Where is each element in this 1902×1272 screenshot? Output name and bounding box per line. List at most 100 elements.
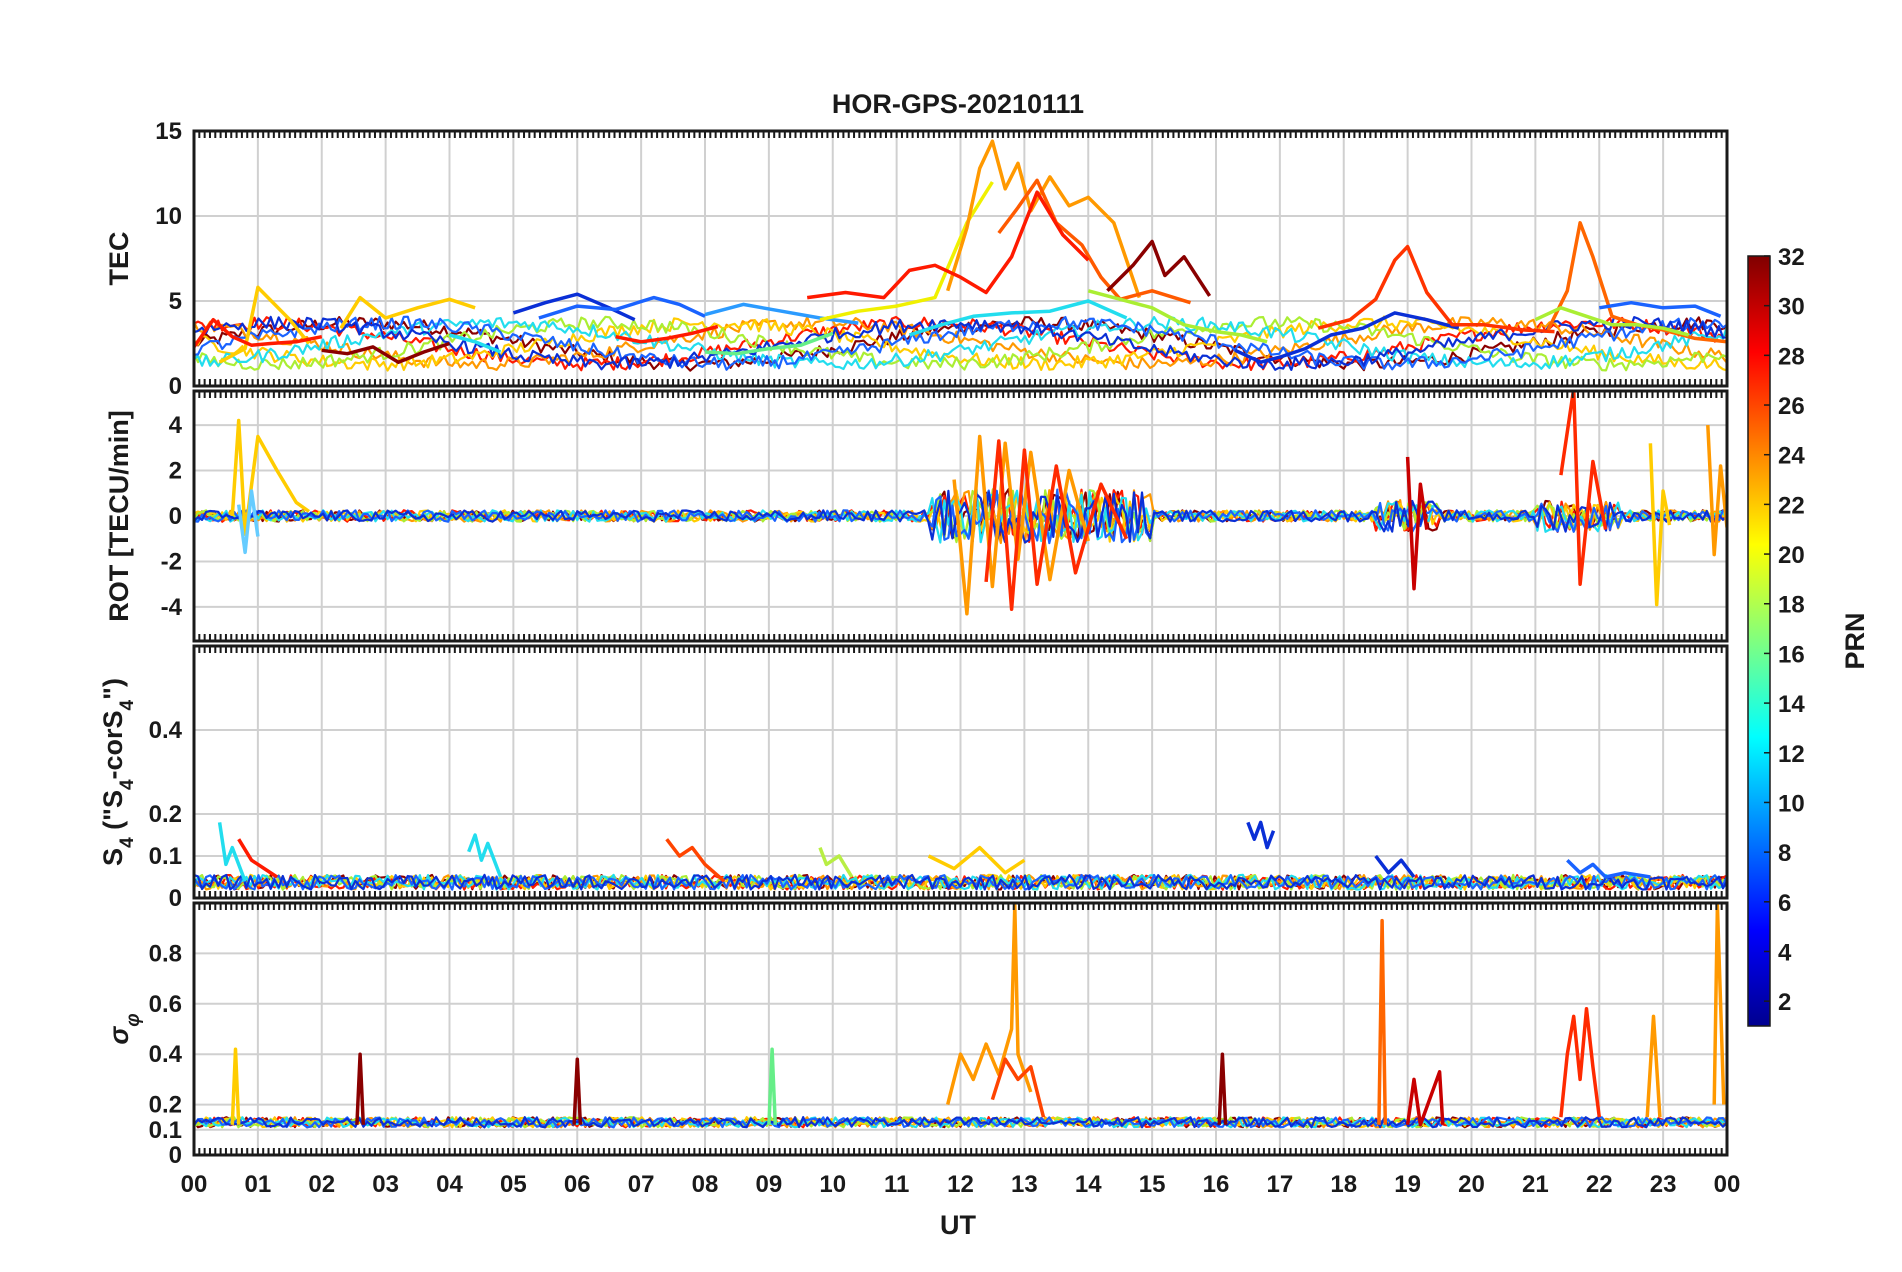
noise-traces-sigma_phi [194, 1116, 1727, 1129]
y-axis-label-sigma_phi: σφ [104, 1013, 144, 1044]
colorbar-tick-label: 28 [1778, 343, 1805, 370]
noise-trace [194, 1116, 1727, 1129]
x-tick-label: 03 [372, 1171, 399, 1198]
y-tick-label: 0.4 [149, 1041, 183, 1068]
colorbar-tick-label: 6 [1778, 890, 1791, 917]
series-line-tec-19 [321, 341, 451, 364]
series-line-rot-4 [1405, 456, 1429, 591]
y-tick-label: 0 [169, 373, 182, 400]
x-tick-label: 10 [819, 1171, 846, 1198]
series-line-s4-2 [467, 833, 503, 878]
series-line-tec-17 [1599, 300, 1722, 318]
noise-traces-tec [194, 315, 1727, 372]
x-tick-label: 04 [436, 1171, 463, 1198]
y-tick-label: 2 [169, 458, 182, 485]
series-line-sigma_phi-11 [1712, 903, 1726, 1105]
series-line-sigma_phi-2 [572, 1057, 583, 1125]
minor-ticks-sigma_phi [193, 903, 1728, 1155]
colorbar-gradient [1747, 255, 1771, 1027]
x-tick-label: 00 [181, 1171, 208, 1198]
y-tick-label: -2 [161, 548, 182, 575]
series-line-tec-16 [1534, 306, 1690, 337]
series-line-tec-13 [1234, 311, 1460, 364]
y-axis-label-s4: S4 ("S4-corS4") [98, 678, 138, 866]
x-tick-label: 23 [1650, 1171, 1677, 1198]
x-tick-label: 06 [564, 1171, 591, 1198]
colorbar-tick-label: 12 [1778, 741, 1805, 768]
series-line-tec-20 [615, 324, 719, 344]
minor-ticks-tec [193, 131, 1728, 386]
noise-trace [194, 315, 1727, 371]
series-line-sigma_phi-0 [230, 1047, 241, 1125]
series-line-tec-12 [908, 299, 1128, 337]
y-tick-label: -4 [161, 594, 183, 621]
y-tick-label: 0.4 [149, 717, 183, 744]
noise-trace [194, 315, 1727, 372]
series-line-sigma_phi-6 [1217, 1052, 1228, 1125]
colorbar-tick-label: 16 [1778, 641, 1805, 668]
noise-traces-rot [194, 487, 1727, 545]
y-tick-label: 0 [169, 503, 182, 530]
colorbar-tick-label: 8 [1778, 840, 1791, 867]
noise-trace [194, 316, 1727, 371]
y-tick-label: 4 [169, 412, 183, 439]
colorbar-tick-label: 30 [1778, 294, 1805, 321]
series-line-rot-5 [1559, 391, 1608, 586]
series-line-s4-7 [1566, 858, 1651, 879]
series-rot [230, 391, 1727, 616]
colorbar-tick-label: 14 [1778, 691, 1805, 718]
series-line-tec-21 [449, 333, 502, 354]
colorbar-tick-label: 10 [1778, 790, 1805, 817]
x-tick-label: 08 [692, 1171, 719, 1198]
colorbar-tick-label: 24 [1778, 443, 1805, 470]
noise-trace [194, 873, 1727, 891]
y-tick-label: 0.8 [149, 940, 182, 967]
x-tick-label: 17 [1267, 1171, 1294, 1198]
y-tick-labels-s4: 0 0.1 0.2 0.4 [149, 717, 183, 912]
y-tick-label: 0 [169, 885, 182, 912]
x-tick-label: 02 [308, 1171, 335, 1198]
series-line-s4-6 [1374, 854, 1416, 879]
x-tick-label: 13 [1011, 1171, 1038, 1198]
y-tick-label: 15 [155, 118, 182, 145]
x-tick-label: 16 [1203, 1171, 1230, 1198]
minor-ticks-rot [193, 391, 1728, 641]
y-axis-label-rot: ROT [TECU/min] [104, 410, 134, 621]
series-line-sigma_phi-10 [1645, 1014, 1662, 1118]
series-line-sigma_phi-9 [1559, 1007, 1602, 1118]
y-tick-label: 0.2 [149, 1092, 182, 1119]
series-line-tec-18 [194, 317, 323, 348]
series-line-sigma_phi-1 [355, 1052, 366, 1125]
series-line-rot-0 [230, 418, 311, 536]
y-tick-labels-sigma_phi: 00.10.2 0.4 0.6 0.8 [149, 940, 183, 1169]
series-s4 [217, 820, 1651, 883]
series-sigma_phi [230, 903, 1726, 1127]
x-tick-label: 09 [756, 1171, 783, 1198]
minor-ticks-s4 [193, 646, 1728, 898]
x-tick-label: 19 [1394, 1171, 1421, 1198]
grid-tec [193, 130, 1728, 387]
x-axis-label: UT [940, 1210, 976, 1240]
x-tick-label: 18 [1330, 1171, 1357, 1198]
series-line-sigma_phi-7 [1377, 918, 1388, 1125]
colorbar-tick-label: 22 [1778, 492, 1805, 519]
colorbar-label: PRN [1840, 612, 1870, 669]
x-tick-label: 20 [1458, 1171, 1485, 1198]
y-tick-label: 0.2 [149, 801, 182, 828]
series-line-tec-5 [819, 181, 994, 322]
y-tick-labels-tec: 0 5 10 15 [155, 118, 182, 400]
noise-trace [194, 489, 1727, 544]
series-line-s4-8 [927, 845, 1026, 875]
series-line-tec-11 [704, 331, 834, 356]
y-tick-label: 0.1 [149, 843, 182, 870]
series-line-s4-5 [1246, 820, 1276, 850]
x-tick-label: 14 [1075, 1171, 1102, 1198]
colorbar-tick-label: 26 [1778, 393, 1805, 420]
series-line-rot-3 [984, 439, 1129, 611]
series-line-sigma_phi-8 [1405, 1070, 1445, 1127]
series-line-tec-9 [1106, 239, 1212, 297]
series-line-rot-2 [952, 434, 1090, 616]
chart-title: HOR-GPS-20210111 [832, 89, 1084, 119]
